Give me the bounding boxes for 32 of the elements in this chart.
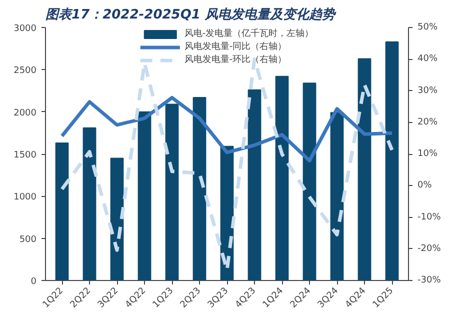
chart-title: 图表17：2022-2025Q1 风电发电量及变化趋势 [46, 6, 337, 22]
bar [302, 82, 316, 280]
bar [248, 89, 262, 280]
y-tick-label: 1500 [14, 150, 37, 160]
legend-label: 风电发电量-同比（右轴） [184, 40, 287, 53]
y2-tick-label: 10% [418, 149, 438, 159]
y2-tick-label: -20% [418, 244, 442, 254]
y-tick-label: 500 [19, 234, 37, 245]
y2-tick-label: 20% [418, 117, 438, 128]
bar [165, 104, 179, 280]
bar [55, 142, 69, 280]
y2-tick-label: -30% [418, 276, 442, 286]
y-tick-label: 1000 [14, 192, 37, 203]
y2-tick-label: -10% [418, 212, 442, 222]
y2-tick-label: 0% [418, 180, 432, 191]
legend-label: 风电发电量-环比（右轴） [184, 54, 287, 66]
legend-label: 风电-发电量（亿千瓦时，左轴） [184, 28, 314, 40]
bar [138, 111, 152, 280]
bar [358, 58, 372, 280]
y-tick-label: 3000 [14, 24, 37, 34]
y-tick-label: 2000 [14, 108, 37, 118]
y2-tick-label: 30% [418, 86, 438, 96]
y2-tick-label: 50% [418, 22, 438, 32]
y-tick-label: 0 [30, 277, 37, 287]
bar [330, 112, 344, 280]
bar [82, 127, 96, 280]
bar [192, 96, 206, 280]
bar [275, 76, 289, 280]
y2-tick-label: 40% [418, 54, 438, 64]
bar [385, 41, 399, 280]
line-series [60, 96, 394, 162]
y-tick-label: 2500 [14, 66, 37, 76]
